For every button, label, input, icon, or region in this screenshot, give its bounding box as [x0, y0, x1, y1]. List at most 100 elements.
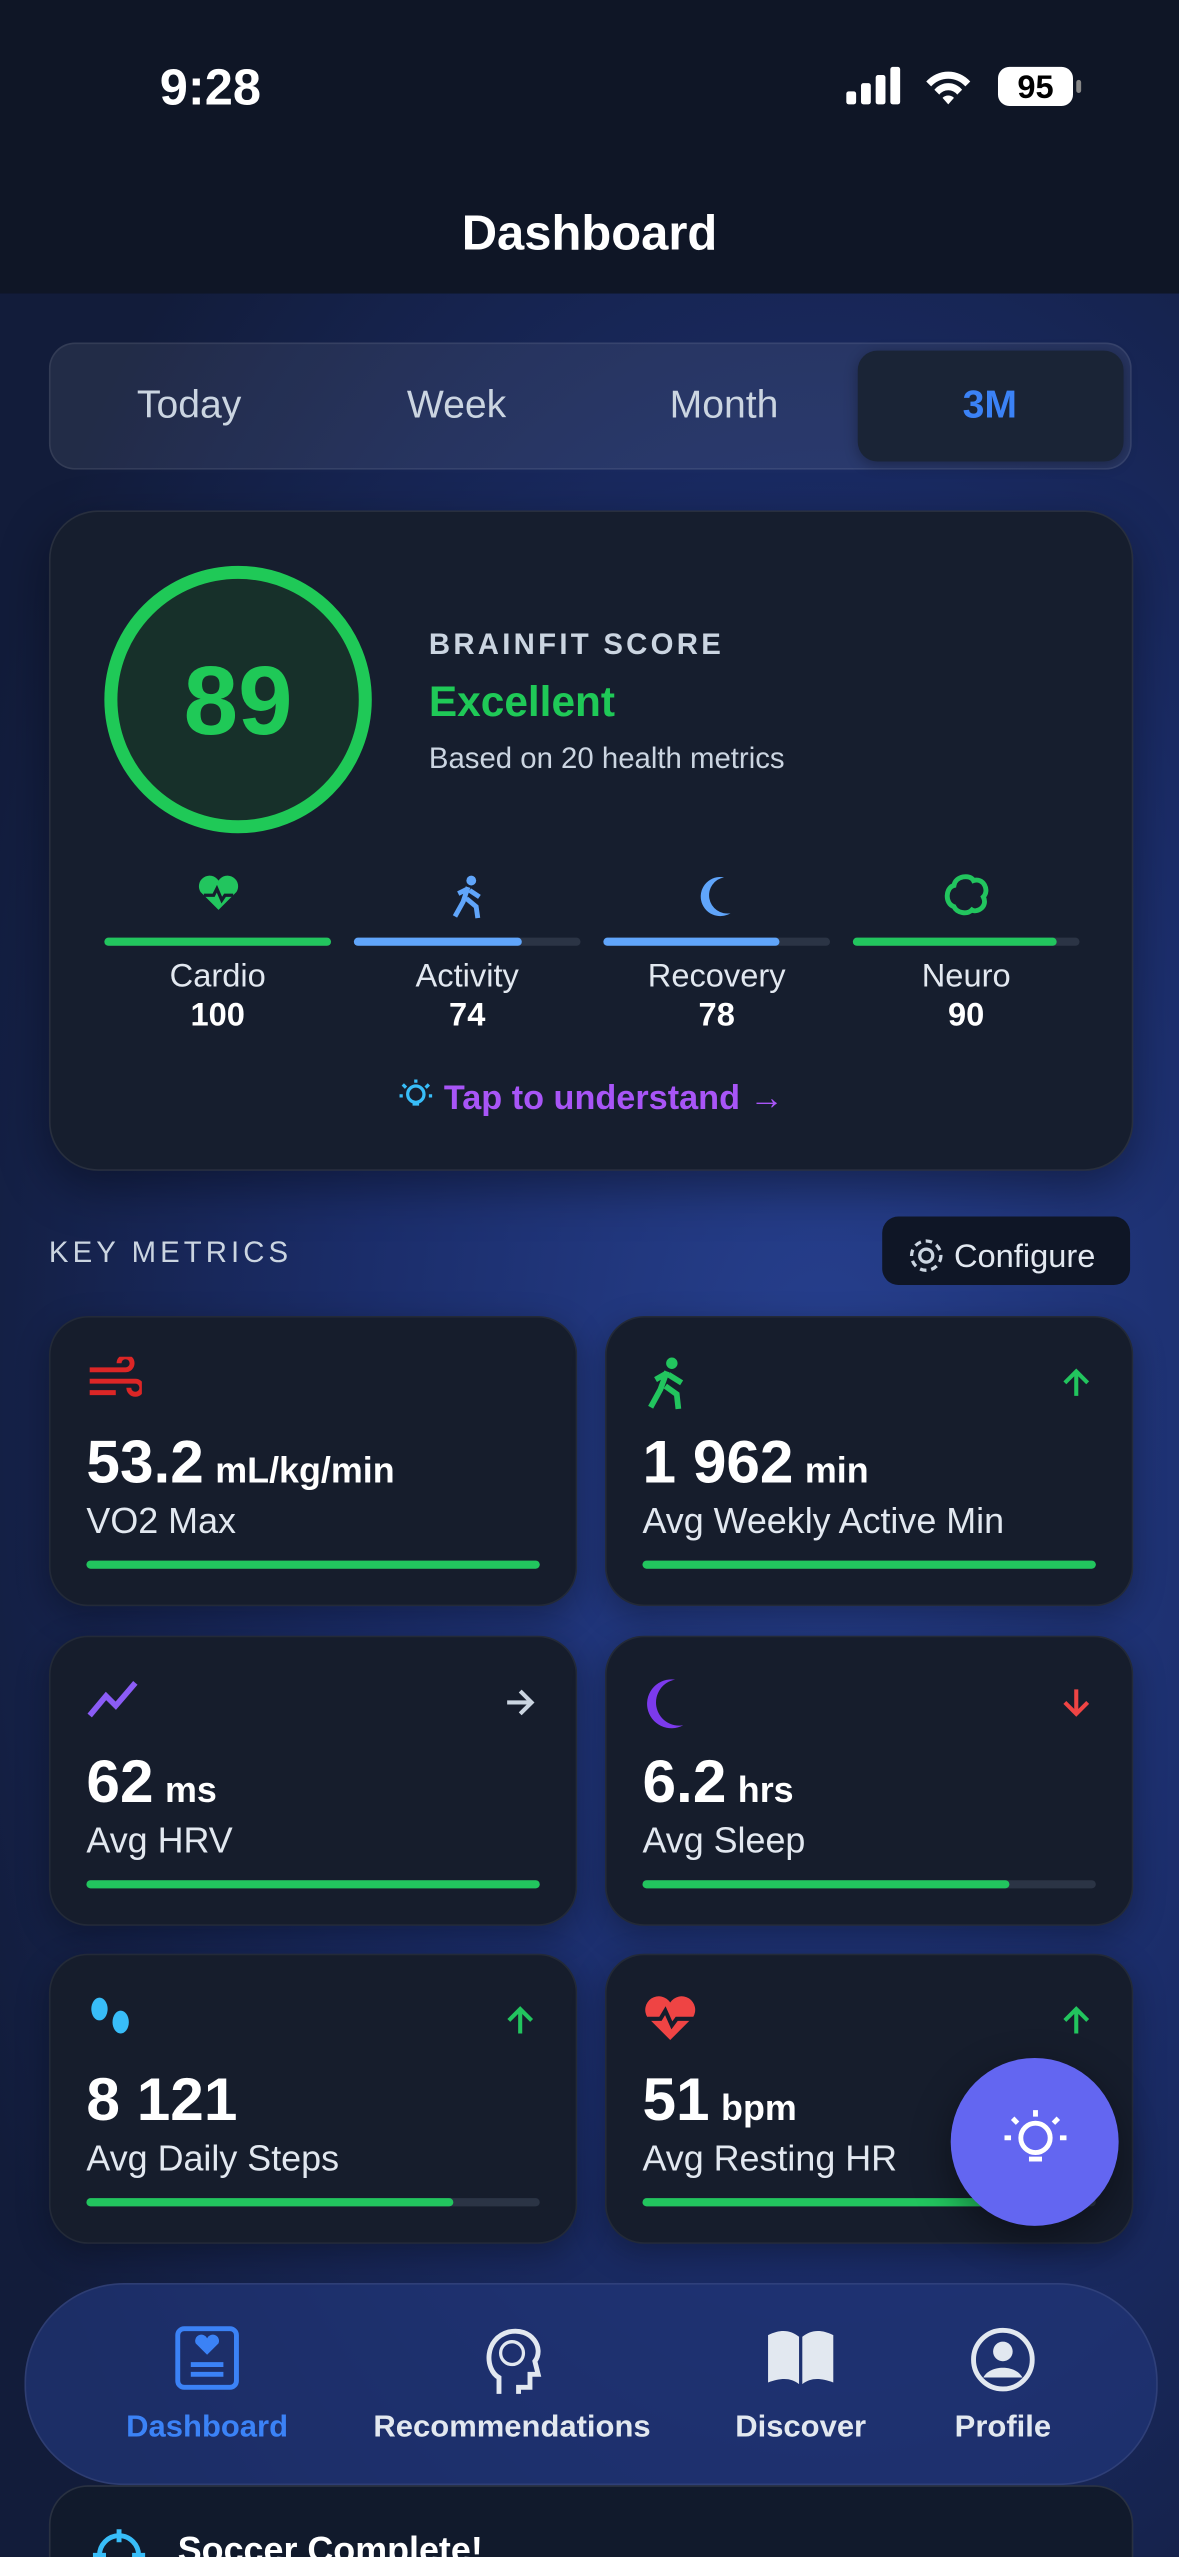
insight-fab[interactable]: [950, 2057, 1119, 2226]
metric-unit: mL/kg/min: [215, 1449, 395, 1491]
metric-value: 53.2 mL/kg/min: [86, 1432, 394, 1492]
header-bg: [0, 0, 1179, 294]
score-ring: [104, 565, 372, 834]
pillar-bar: [104, 937, 332, 946]
score-value: 89: [183, 645, 293, 756]
metric-icon: [86, 1676, 141, 1731]
metric-card[interactable]: 1 962 min Avg Weekly Active Min: [604, 1315, 1134, 1607]
pillar-score: 74: [449, 997, 486, 1034]
toast: Soccer Complete!: [48, 2485, 1134, 2557]
status-icons: [846, 66, 1082, 106]
metric-card[interactable]: 51 bpm Avg Resting HR: [604, 1953, 1134, 2244]
nav-label[interactable]: Profile: [954, 2410, 1052, 2445]
pillar-bar: [852, 937, 1057, 946]
understand-link[interactable]: Tap to understand →: [51, 1078, 1132, 1118]
pillar-bar: [603, 937, 781, 946]
metric-number: 51: [642, 2066, 710, 2133]
metric-bar: [642, 2198, 1006, 2207]
configure-button[interactable]: Configure: [882, 1216, 1131, 1285]
score-rating: Excellent: [428, 676, 616, 726]
metric-label: Avg Weekly Active Min: [642, 1500, 1005, 1542]
metric-value: 62 ms: [86, 1751, 216, 1811]
metric-number: 6.2: [642, 1748, 727, 1815]
metric-icon: [86, 1354, 145, 1412]
pillar-icon: [104, 874, 331, 920]
trend-arrow: [1060, 1686, 1093, 1725]
pillar-bar: [353, 937, 522, 946]
metric-label: Avg Daily Steps: [86, 2137, 340, 2179]
range-tab[interactable]: Today: [136, 383, 242, 428]
metric-label: Avg HRV: [86, 1819, 233, 1861]
configure-text: Configure: [953, 1239, 1096, 1276]
pillar-name: Cardio: [169, 958, 266, 995]
understand-text: Tap to understand →: [443, 1079, 784, 1118]
metric-value: 1 962 min: [642, 1432, 868, 1492]
gear-icon: [909, 1239, 943, 1272]
metric-bar: [642, 1880, 1010, 1889]
metric-icon: [642, 1357, 691, 1419]
metric-icon: [86, 1994, 135, 2049]
nav-icon: [142, 2325, 272, 2397]
nav-icon: [735, 2325, 865, 2397]
fab-icon: [1004, 2110, 1067, 2162]
pillar-icon: [603, 874, 830, 926]
pillar-score: 78: [698, 997, 735, 1034]
metric-card[interactable]: 62 ms Avg HRV: [48, 1635, 578, 1926]
metric-unit: bpm: [721, 2087, 797, 2129]
pillar-icon: [853, 874, 1080, 923]
metric-card[interactable]: 6.2 hrs Avg Sleep: [604, 1635, 1134, 1926]
toast-title: Soccer Complete!: [177, 2529, 483, 2557]
metric-bar: [86, 1880, 540, 1889]
status-time: 9:28: [159, 58, 261, 116]
metric-value: 51 bpm: [642, 2069, 796, 2129]
trend-arrow: [1060, 2004, 1093, 2043]
nav-label[interactable]: Discover: [735, 2410, 867, 2445]
metric-bar: [642, 1560, 1096, 1569]
metric-icon: [642, 1994, 697, 2049]
bulb-icon: [400, 1079, 433, 1106]
nav-label[interactable]: Dashboard: [126, 2410, 289, 2445]
metric-unit: hrs: [737, 1769, 794, 1811]
nav-label[interactable]: Recommendations: [373, 2410, 651, 2445]
metric-unit: ms: [164, 1769, 217, 1811]
range-tab[interactable]: 3M: [962, 383, 1018, 428]
score-card[interactable]: 89 BRAINFIT SCORE Excellent Based on 20 …: [48, 510, 1134, 1171]
metric-bar: [86, 2198, 454, 2207]
trend-arrow: [504, 1686, 537, 1725]
metric-icon: [642, 1676, 691, 1738]
metric-number: 62: [86, 1748, 154, 1815]
bottom-nav: [24, 2282, 1158, 2486]
metric-unit: min: [804, 1449, 869, 1491]
pillar-name: Activity: [415, 958, 519, 995]
section-title: KEY METRICS: [48, 1236, 293, 1269]
metric-label: Avg Resting HR: [642, 2137, 898, 2179]
tab-selected-bg: [857, 350, 1124, 462]
pillar-name: Recovery: [647, 958, 786, 995]
battery-level: 95: [1017, 70, 1054, 106]
range-tabs: Today Week Month 3M: [48, 342, 1132, 470]
pillar-score: 100: [190, 997, 245, 1034]
metric-number: 1 962: [642, 1428, 794, 1496]
metric-card[interactable]: 8 121 Avg Daily Steps: [48, 1953, 578, 2244]
trend-arrow: [504, 2004, 537, 2043]
pillar-score: 90: [948, 997, 985, 1034]
range-tab[interactable]: Week: [406, 383, 507, 428]
metric-bar: [86, 1560, 540, 1569]
nav-icon: [938, 2325, 1068, 2400]
metric-number: 8 121: [86, 2066, 238, 2133]
pillar-name: Neuro: [921, 958, 1011, 995]
range-tab[interactable]: Month: [669, 383, 779, 428]
toast-icon: [92, 2529, 146, 2557]
score-label: BRAINFIT SCORE: [428, 627, 725, 661]
metric-number: 53.2: [86, 1428, 204, 1496]
metric-label: Avg Sleep: [642, 1819, 806, 1861]
metric-label: VO2 Max: [86, 1500, 236, 1542]
metric-value: 6.2 hrs: [642, 1751, 793, 1811]
pillar-icon: [354, 874, 581, 926]
page-title: Dashboard: [461, 207, 718, 261]
metric-value: 8 121: [86, 2069, 237, 2129]
trend-arrow: [1060, 1367, 1093, 1406]
nav-icon: [447, 2325, 577, 2403]
metric-card[interactable]: 53.2 mL/kg/min VO2 Max: [48, 1315, 578, 1607]
